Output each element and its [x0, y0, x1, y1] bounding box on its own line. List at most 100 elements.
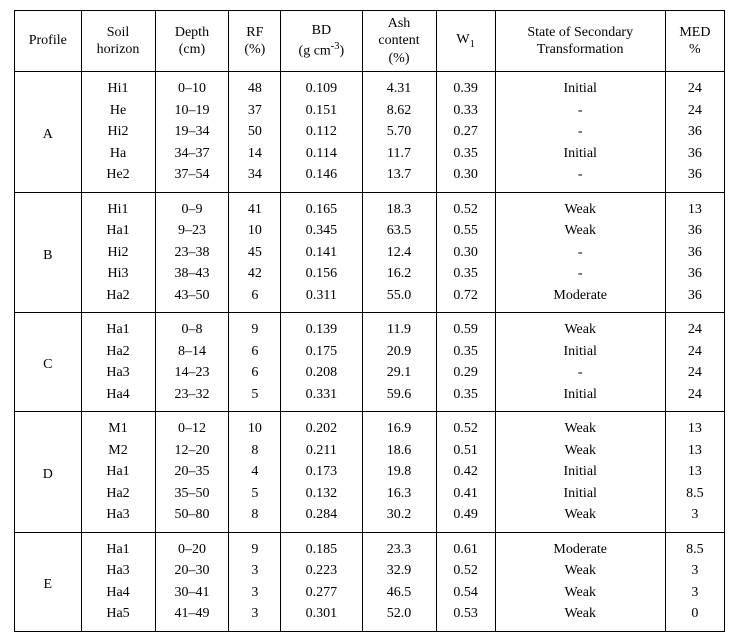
data-cell: 0.139: [281, 313, 362, 341]
table-row: Ha350–8080.28430.20.49Weak3: [15, 504, 725, 532]
data-cell: 36: [665, 220, 724, 242]
data-cell: 16.2: [362, 263, 436, 285]
data-cell: 34–37: [155, 143, 229, 165]
data-cell: Hi3: [81, 263, 155, 285]
data-cell: Ha2: [81, 341, 155, 363]
data-cell: 12–20: [155, 440, 229, 462]
data-cell: 8–14: [155, 341, 229, 363]
data-cell: Moderate: [495, 532, 665, 560]
data-cell: 3: [229, 603, 281, 631]
data-cell: 0.141: [281, 242, 362, 264]
data-cell: 23.3: [362, 532, 436, 560]
data-cell: Initial: [495, 341, 665, 363]
data-cell: 0.52: [436, 412, 495, 440]
data-cell: 41: [229, 192, 281, 220]
data-cell: 3: [665, 560, 724, 582]
data-cell: 23–32: [155, 384, 229, 412]
data-cell: 0–9: [155, 192, 229, 220]
table-row: Hi338–43420.15616.20.35-36: [15, 263, 725, 285]
data-cell: Hi1: [81, 72, 155, 100]
data-cell: He: [81, 100, 155, 122]
data-cell: Ha3: [81, 504, 155, 532]
data-cell: Ha3: [81, 362, 155, 384]
data-cell: 20.9: [362, 341, 436, 363]
col-header: Soilhorizon: [81, 11, 155, 72]
table-row: He10–19370.1518.620.33-24: [15, 100, 725, 122]
data-cell: 5: [229, 384, 281, 412]
data-cell: Ha1: [81, 313, 155, 341]
data-cell: 30–41: [155, 582, 229, 604]
table-row: Ha320–3030.22332.90.52Weak3: [15, 560, 725, 582]
data-cell: 9: [229, 313, 281, 341]
data-cell: 0.27: [436, 121, 495, 143]
data-cell: Weak: [495, 440, 665, 462]
data-cell: Initial: [495, 72, 665, 100]
data-cell: 19.8: [362, 461, 436, 483]
data-cell: Weak: [495, 603, 665, 631]
data-cell: 0.49: [436, 504, 495, 532]
data-cell: 0.54: [436, 582, 495, 604]
data-cell: 10: [229, 412, 281, 440]
data-cell: 0.112: [281, 121, 362, 143]
data-cell: Hi2: [81, 121, 155, 143]
data-cell: 5.70: [362, 121, 436, 143]
data-cell: 0.301: [281, 603, 362, 631]
data-cell: Initial: [495, 483, 665, 505]
data-cell: 0.42: [436, 461, 495, 483]
data-cell: 37–54: [155, 164, 229, 192]
data-cell: 35–50: [155, 483, 229, 505]
data-cell: Initial: [495, 461, 665, 483]
col-header: W1: [436, 11, 495, 72]
table-row: CHa10–890.13911.90.59Weak24: [15, 313, 725, 341]
data-cell: 59.6: [362, 384, 436, 412]
data-cell: 24: [665, 362, 724, 384]
data-cell: Hi2: [81, 242, 155, 264]
data-cell: 0.35: [436, 384, 495, 412]
data-cell: 9: [229, 532, 281, 560]
data-cell: 36: [665, 263, 724, 285]
data-cell: Ha: [81, 143, 155, 165]
data-cell: 11.7: [362, 143, 436, 165]
data-cell: 6: [229, 362, 281, 384]
data-cell: 8.5: [665, 483, 724, 505]
data-cell: 0.39: [436, 72, 495, 100]
data-cell: 0.132: [281, 483, 362, 505]
data-cell: 0.61: [436, 532, 495, 560]
data-cell: 0.284: [281, 504, 362, 532]
profile-cell: A: [15, 72, 82, 193]
data-cell: Ha4: [81, 582, 155, 604]
data-cell: 36: [665, 121, 724, 143]
table-row: M212–2080.21118.60.51Weak13: [15, 440, 725, 462]
data-cell: 24: [665, 341, 724, 363]
data-cell: 42: [229, 263, 281, 285]
data-cell: 24: [665, 100, 724, 122]
data-cell: 36: [665, 143, 724, 165]
data-cell: 50: [229, 121, 281, 143]
data-cell: 0.175: [281, 341, 362, 363]
data-cell: 0.208: [281, 362, 362, 384]
data-cell: 0.109: [281, 72, 362, 100]
data-cell: Weak: [495, 220, 665, 242]
table-row: EHa10–2090.18523.30.61Moderate8.5: [15, 532, 725, 560]
data-cell: M2: [81, 440, 155, 462]
data-cell: 52.0: [362, 603, 436, 631]
data-cell: 0.151: [281, 100, 362, 122]
table-row: Ha423–3250.33159.60.35Initial24: [15, 384, 725, 412]
data-cell: Ha3: [81, 560, 155, 582]
data-cell: 11.9: [362, 313, 436, 341]
soil-profile-table: ProfileSoilhorizonDepth(cm)RF(%)BD(g cm-…: [14, 10, 725, 632]
data-cell: 0–8: [155, 313, 229, 341]
data-cell: 0.173: [281, 461, 362, 483]
data-cell: 0.41: [436, 483, 495, 505]
data-cell: 34: [229, 164, 281, 192]
data-cell: 8: [229, 440, 281, 462]
data-cell: 13: [665, 412, 724, 440]
profile-cell: C: [15, 313, 82, 412]
data-cell: 0.202: [281, 412, 362, 440]
data-cell: 29.1: [362, 362, 436, 384]
data-cell: 55.0: [362, 285, 436, 313]
table-row: Ha19–23100.34563.50.55Weak36: [15, 220, 725, 242]
data-cell: 0.29: [436, 362, 495, 384]
data-cell: 0.185: [281, 532, 362, 560]
data-cell: 0.311: [281, 285, 362, 313]
